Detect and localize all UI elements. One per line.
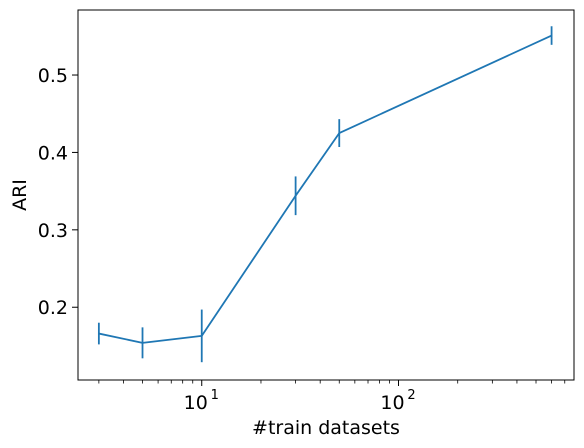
y-tick-label-0: 0.2 — [38, 297, 68, 319]
series-0-point-2 — [200, 334, 203, 337]
x-axis-label: #train datasets — [252, 417, 400, 439]
minor-ticks-group — [98, 380, 566, 384]
x-tick-exponent-1: 2 — [407, 388, 415, 403]
series-0-line — [98, 34, 552, 344]
series-0-point-3 — [294, 194, 297, 197]
y-tick-label-3: 0.5 — [38, 65, 68, 87]
series-0-point-1 — [141, 341, 144, 344]
x-tick-label-1: 10 — [380, 392, 404, 414]
x-tick-label-0: 10 — [184, 392, 208, 414]
y-axis-label: ARI — [9, 179, 31, 211]
major-ticks-group: 10 1 10 20.20.30.40.5 — [38, 65, 416, 414]
axes-frame — [77, 9, 575, 381]
series-0-point-4 — [338, 132, 341, 134]
x-tick-exponent-0: 1 — [211, 388, 219, 403]
series-layer — [97, 26, 553, 363]
series-0-point-0 — [97, 332, 100, 335]
series-0-point-5 — [550, 34, 553, 37]
y-tick-label-2: 0.4 — [38, 142, 68, 164]
y-tick-label-1: 0.3 — [38, 220, 68, 242]
